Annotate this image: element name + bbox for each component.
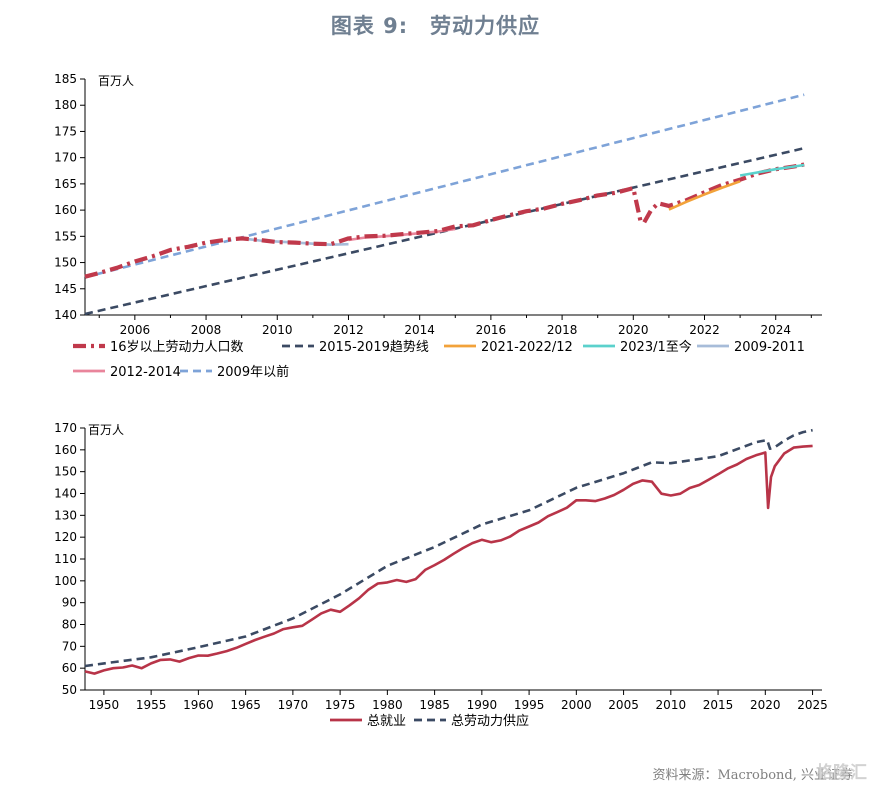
chart1-y-tick-label: 165 bbox=[54, 177, 77, 191]
chart1-x-tick-label: 2022 bbox=[689, 323, 720, 337]
chart2-y-tick-label: 150 bbox=[54, 465, 77, 479]
chart1-legend-label: 2021-2022/12 bbox=[481, 340, 573, 355]
chart1-series-line-7 bbox=[84, 93, 805, 279]
chart1-x-tick-label: 2018 bbox=[547, 323, 578, 337]
chart1-series-line-3 bbox=[668, 180, 741, 211]
chart2-y-tick-label: 60 bbox=[62, 661, 77, 675]
chart2-x-tick-label: 1995 bbox=[514, 698, 545, 712]
chart2-y-tick-label: 120 bbox=[54, 530, 77, 544]
chart2-x-tick-label: 2025 bbox=[797, 698, 828, 712]
chart2-y-tick-label: 90 bbox=[62, 596, 77, 610]
chart1-y-tick-label: 145 bbox=[54, 282, 77, 296]
chart2-legend-label: 总劳动力供应 bbox=[451, 713, 529, 729]
watermark: 格隆汇 bbox=[816, 763, 867, 783]
chart1-y-tick-label: 150 bbox=[54, 256, 77, 270]
chart2-y-tick-label: 70 bbox=[62, 639, 77, 653]
figure-title: 图表 9: 劳动力供应 bbox=[330, 14, 541, 38]
chart2-series-line-2 bbox=[84, 428, 813, 668]
chart1-x-tick-label: 2020 bbox=[618, 323, 649, 337]
chart2-x-tick-label: 1965 bbox=[230, 698, 261, 712]
source-note: 资料来源：Macrobond, 兴业证券 bbox=[652, 768, 854, 783]
chart1-x-tick-label: 2024 bbox=[760, 323, 791, 337]
chart1-legend-label: 2009-2011 bbox=[734, 340, 805, 355]
chart2-x-tick-label: 2000 bbox=[561, 698, 592, 712]
chart2-x-tick-label: 1960 bbox=[183, 698, 214, 712]
chart1-legend-label: 2023/1至今 bbox=[620, 339, 692, 355]
chart1-y-tick-label: 140 bbox=[54, 308, 77, 322]
chart1-legend-label: 2015-2019趋势线 bbox=[319, 339, 429, 355]
chart2-series-line-1 bbox=[84, 444, 813, 675]
chart1-legend-label: 2012-2014 bbox=[110, 365, 181, 380]
chart2-y-tick-label: 80 bbox=[62, 618, 77, 632]
chart1-y-tick-label: 160 bbox=[54, 203, 77, 217]
chart2-unit-label: 百万人 bbox=[88, 423, 124, 437]
chart1-x-tick-label: 2008 bbox=[191, 323, 222, 337]
chart1-x-tick-label: 2016 bbox=[476, 323, 507, 337]
chart2-y-tick-label: 100 bbox=[54, 574, 77, 588]
chart1-y-tick-label: 175 bbox=[54, 124, 77, 138]
chart2-y-tick-label: 160 bbox=[54, 443, 77, 457]
chart2-legend-label: 总就业 bbox=[367, 714, 406, 729]
chart2-x-tick-label: 2020 bbox=[750, 698, 781, 712]
chart1-series-line-1 bbox=[84, 162, 805, 279]
chart1-legend-label: 16岁以上劳动力人口数 bbox=[110, 339, 244, 355]
chart2-y-tick-label: 170 bbox=[54, 421, 77, 435]
chart1-x-tick-label: 2012 bbox=[333, 323, 364, 337]
chart1-x-tick-label: 2010 bbox=[262, 323, 293, 337]
chart1-y-tick-label: 155 bbox=[54, 229, 77, 243]
chart2-y-tick-label: 110 bbox=[54, 552, 77, 566]
chart2-x-tick-label: 2015 bbox=[703, 698, 734, 712]
chart2-x-tick-label: 1975 bbox=[325, 698, 356, 712]
chart1-x-tick-label: 2006 bbox=[120, 323, 151, 337]
chart2-x-tick-label: 2005 bbox=[608, 698, 639, 712]
chart1-series-line-4 bbox=[739, 163, 805, 177]
chart2-x-tick-label: 2010 bbox=[656, 698, 687, 712]
chart1-unit-label: 百万人 bbox=[98, 74, 134, 88]
chart1-y-tick-label: 180 bbox=[54, 98, 77, 112]
chart2-x-tick-label: 1985 bbox=[419, 698, 450, 712]
chart2-x-tick-label: 1990 bbox=[467, 698, 498, 712]
chart1-x-tick-label: 2014 bbox=[404, 323, 435, 337]
chart2-x-tick-label: 1955 bbox=[136, 698, 167, 712]
chart2-x-tick-label: 1980 bbox=[372, 698, 403, 712]
chart2-y-tick-label: 130 bbox=[54, 508, 77, 522]
chart1-legend-label: 2009年以前 bbox=[217, 364, 289, 380]
chart1-y-tick-label: 185 bbox=[54, 72, 77, 86]
chart1-y-tick-label: 170 bbox=[54, 151, 77, 165]
chart2-x-tick-label: 1970 bbox=[278, 698, 309, 712]
chart2-y-tick-label: 50 bbox=[62, 683, 77, 697]
chart2-x-tick-label: 1950 bbox=[89, 698, 120, 712]
chart2-y-tick-label: 140 bbox=[54, 487, 77, 501]
